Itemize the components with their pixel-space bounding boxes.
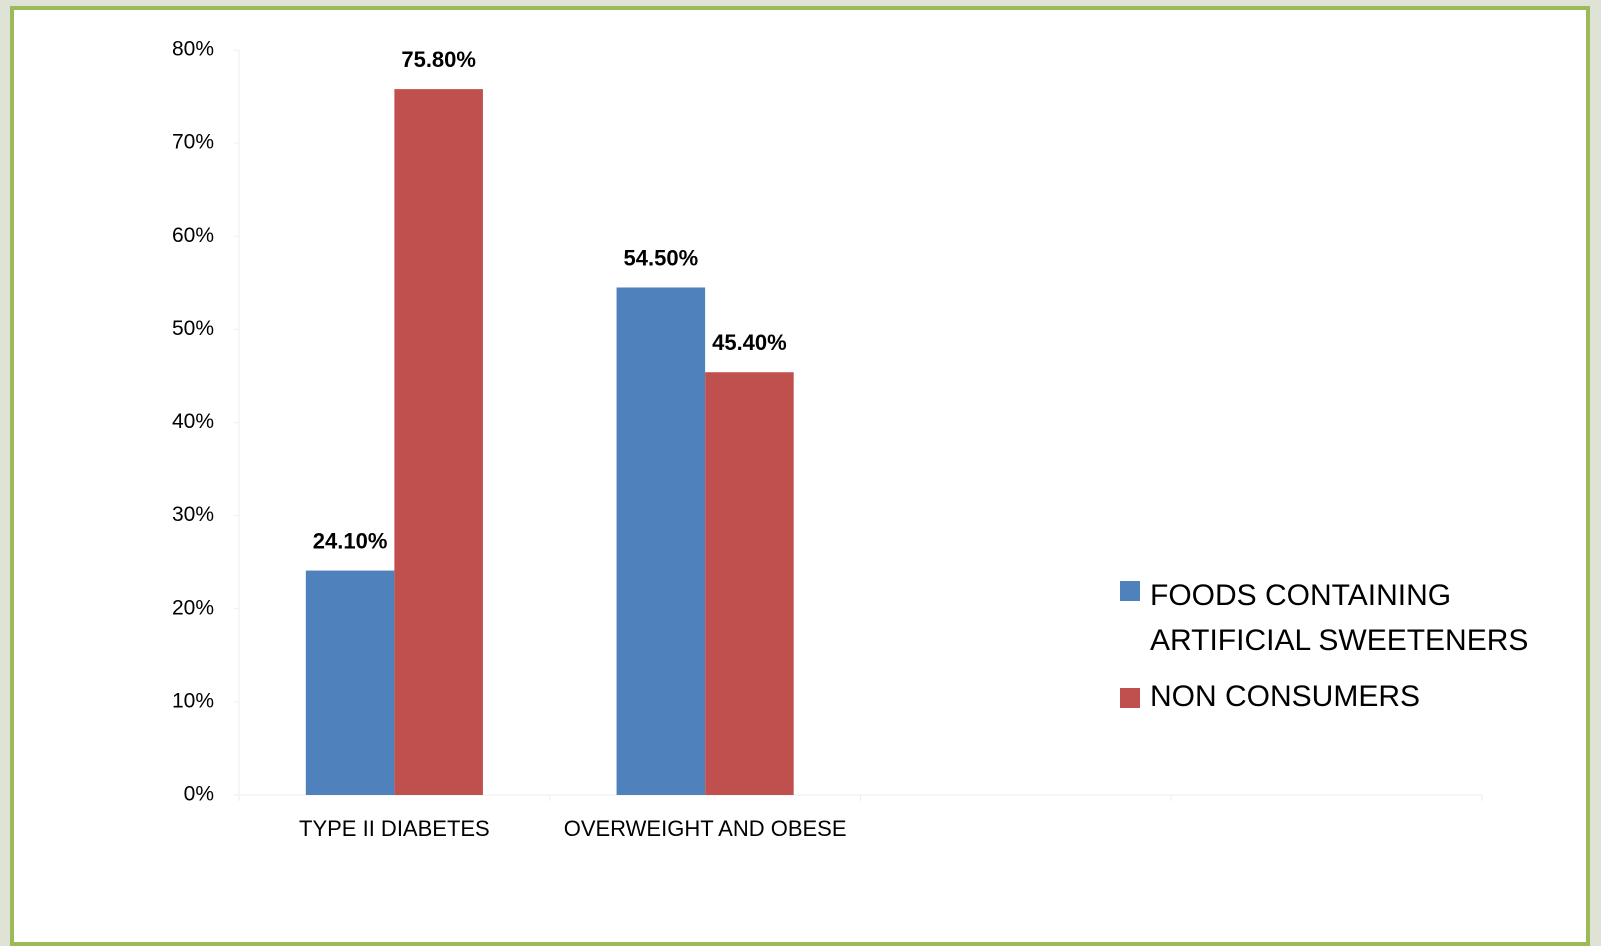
data-label: 75.80% (401, 47, 476, 72)
bar (705, 372, 794, 795)
y-tick-label: 60% (172, 224, 214, 247)
y-tick-label: 80% (172, 38, 214, 61)
y-tick-label: 0% (184, 783, 214, 806)
bar (305, 570, 395, 795)
legend-label: NON CONSUMERS (1150, 680, 1421, 713)
bar (394, 89, 483, 796)
y-tick-label: 20% (172, 596, 214, 619)
x-tick-label: OVERWEIGHT AND OBESE (564, 816, 847, 841)
legend-swatch (1120, 688, 1140, 708)
data-label: 45.40% (712, 330, 787, 355)
chart-frame (10, 6, 1590, 946)
y-tick-label: 70% (172, 131, 214, 154)
x-tick-label: TYPE II DIABETES (299, 816, 490, 841)
data-label: 24.10% (313, 528, 388, 553)
legend-swatch (1120, 581, 1140, 601)
y-tick-label: 50% (172, 317, 214, 340)
data-label: 54.50% (624, 245, 699, 270)
y-tick-label: 30% (172, 503, 214, 526)
bar (616, 287, 706, 795)
y-tick-label: 10% (172, 689, 214, 712)
y-tick-label: 40% (172, 410, 214, 433)
legend-label: FOODS CONTAINING ARTIFICIAL SWEETENERS (1150, 579, 1529, 657)
